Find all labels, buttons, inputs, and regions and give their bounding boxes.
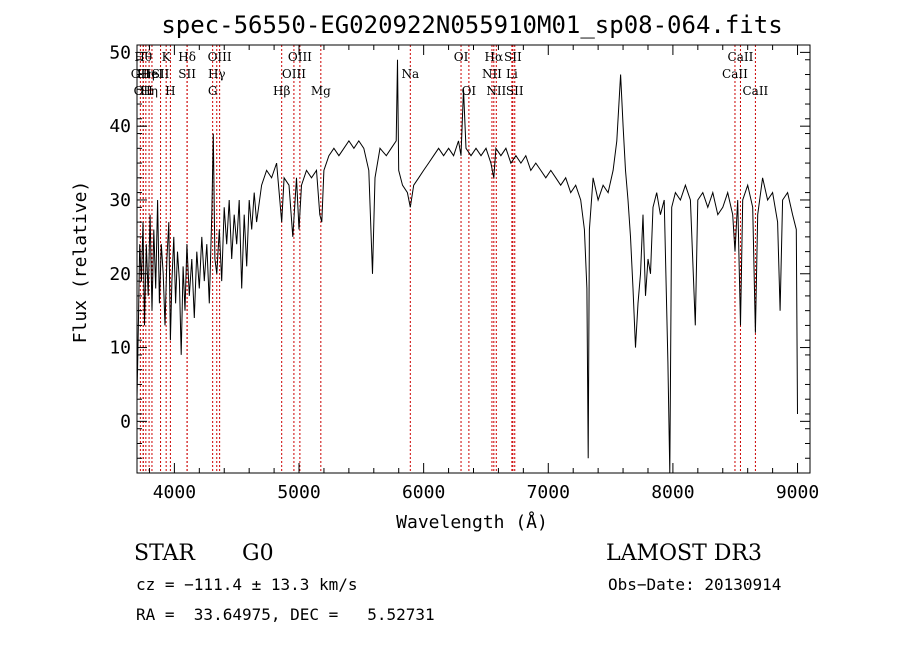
line-marker-label: CaII	[728, 50, 754, 64]
line-marker-label: OIII	[288, 50, 312, 64]
line-marker-label: SII	[504, 50, 522, 64]
coordinates: RA = 33.64975, DEC = 5.52731	[136, 605, 435, 624]
line-marker-label: SII	[152, 67, 170, 81]
x-tick-label: 6000	[402, 482, 445, 503]
x-tick-label: 9000	[776, 482, 819, 503]
line-marker-label: Hη	[140, 84, 158, 98]
line-marker-label: CaII	[742, 84, 768, 98]
spectral-subclass: G0	[242, 541, 274, 566]
line-marker-label: HeI	[141, 67, 164, 81]
line-marker-labels: OIIHθOIIHηHηHeISIIKHHδSIIGHγOIIIHβOIIIOI…	[131, 50, 769, 98]
line-marker-label: SII	[506, 84, 524, 98]
line-marker-label: Mg	[311, 84, 331, 98]
line-marker-label: OII	[134, 84, 154, 98]
line-marker-label: Li	[506, 67, 518, 81]
x-tick-label: 8000	[651, 482, 694, 503]
line-marker-label: Hα	[485, 50, 504, 64]
line-marker-label: Hη	[137, 67, 155, 81]
line-marker-label: Na	[401, 67, 419, 81]
y-tick-label: 10	[109, 338, 131, 359]
y-tick-label: 50	[109, 42, 131, 63]
obs-date: Obs−Date: 20130914	[608, 575, 781, 594]
object-type: STAR	[134, 541, 196, 566]
line-marker-label: OI	[462, 84, 477, 98]
line-marker-label: NII	[482, 67, 502, 81]
chart-title: spec-56550-EG020922N055910M01_sp08-064.f…	[161, 11, 782, 39]
velocity-readout: cz = −111.4 ± 13.3 km/s	[136, 575, 358, 594]
x-tick-label: 5000	[277, 482, 320, 503]
line-marker-label: Hβ	[273, 84, 290, 98]
line-marker-label: CaII	[722, 67, 748, 81]
y-tick-label: 20	[109, 264, 131, 285]
line-marker-label: OII	[131, 67, 151, 81]
line-marker-label: Hγ	[208, 67, 226, 81]
y-tick-label: 30	[109, 190, 131, 211]
line-marker-label: SII	[178, 67, 196, 81]
line-marker-label: OIII	[282, 67, 306, 81]
spectrum-line	[136, 59, 798, 474]
survey-name: LAMOST DR3	[606, 541, 762, 566]
line-marker-label: Hθ	[134, 50, 152, 64]
line-marker-label: G	[208, 84, 218, 98]
line-markers	[139, 45, 756, 473]
plot-frame	[136, 44, 811, 474]
line-marker-label: OIII	[208, 50, 232, 64]
y-tick-label: 0	[120, 411, 131, 432]
x-tick-label: 4000	[153, 482, 196, 503]
line-marker-label: Hδ	[178, 50, 196, 64]
line-marker-label: K	[162, 50, 172, 64]
line-marker-label: OI	[454, 50, 469, 64]
y-tick-label: 40	[109, 116, 131, 137]
x-tick-label: 7000	[527, 482, 570, 503]
axis-ticks: 4000 5000 6000 7000 8000 9000 0 10 20 30 40 50	[109, 42, 819, 503]
x-axis-label: Wavelength (Å)	[396, 511, 548, 533]
y-axis-label: Flux (relative)	[70, 181, 91, 344]
line-marker-label: H	[165, 84, 175, 98]
line-marker-label: NII	[486, 84, 506, 98]
